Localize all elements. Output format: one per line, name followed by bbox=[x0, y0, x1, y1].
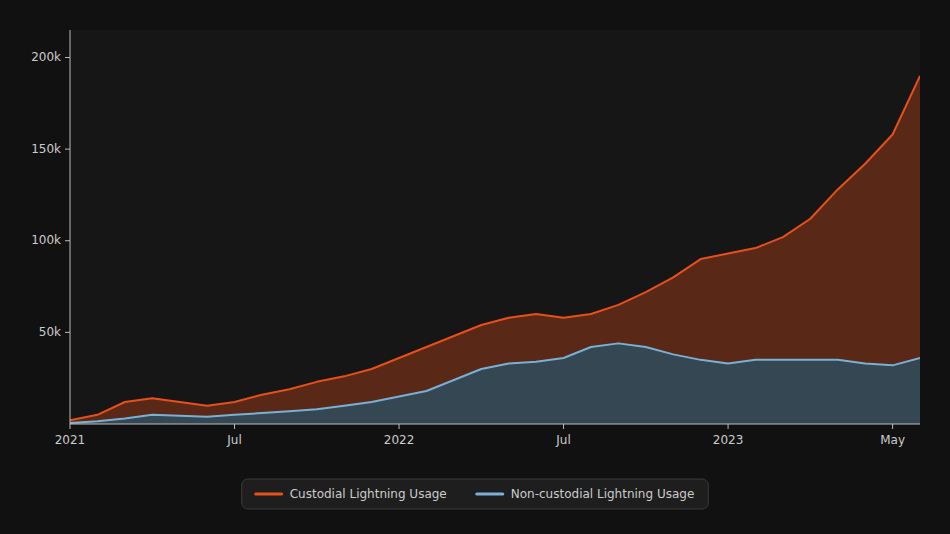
background bbox=[0, 0, 950, 534]
area-line bbox=[70, 343, 920, 423]
x-tick bbox=[234, 424, 235, 429]
area-line bbox=[70, 76, 920, 421]
y-tick bbox=[65, 240, 70, 241]
y-tick-label: 100k bbox=[31, 233, 61, 247]
plot-area bbox=[70, 30, 920, 424]
area-fill bbox=[70, 76, 920, 424]
x-axis-line bbox=[70, 424, 920, 425]
legend-box bbox=[242, 479, 709, 509]
area-underlay bbox=[70, 343, 920, 424]
x-tick-label: 2022 bbox=[384, 433, 415, 447]
legend-item: Non-custodial Lightning Usage bbox=[477, 487, 695, 501]
legend-label: Custodial Lightning Usage bbox=[290, 487, 447, 501]
y-tick bbox=[65, 57, 70, 58]
marks bbox=[70, 76, 920, 424]
area-fill bbox=[70, 343, 920, 424]
legend-label: Non-custodial Lightning Usage bbox=[511, 487, 695, 501]
x-tick-label: Jul bbox=[226, 433, 241, 447]
area-underlay bbox=[70, 76, 920, 424]
y-tick bbox=[65, 332, 70, 333]
legend-item: Custodial Lightning Usage bbox=[256, 487, 447, 501]
y-tick-label: 200k bbox=[31, 50, 61, 64]
y-axis-line bbox=[70, 30, 71, 424]
x-tick bbox=[399, 424, 400, 429]
x-tick bbox=[728, 424, 729, 429]
x-tick-label: Jul bbox=[555, 433, 570, 447]
legend: Custodial Lightning Usage Non-custodial L… bbox=[242, 479, 709, 509]
x-tick-label: May bbox=[880, 433, 905, 447]
legend-swatch bbox=[256, 493, 282, 496]
y-tick-label: 50k bbox=[39, 325, 61, 339]
legend-swatch bbox=[477, 493, 503, 496]
x-tick bbox=[892, 424, 893, 429]
y-tick-label: 150k bbox=[31, 142, 61, 156]
x-tick bbox=[70, 424, 71, 429]
chart: 50k 100k 150k 200k 2021 Jul 2022 Jul 2023 May Cust… bbox=[0, 0, 950, 534]
x-tick bbox=[563, 424, 564, 429]
y-tick bbox=[65, 149, 70, 150]
axes: 50k 100k 150k 200k 2021 Jul 2022 Jul 2023 May bbox=[31, 30, 920, 447]
x-tick-label: 2023 bbox=[713, 433, 744, 447]
x-tick-label: 2021 bbox=[55, 433, 86, 447]
